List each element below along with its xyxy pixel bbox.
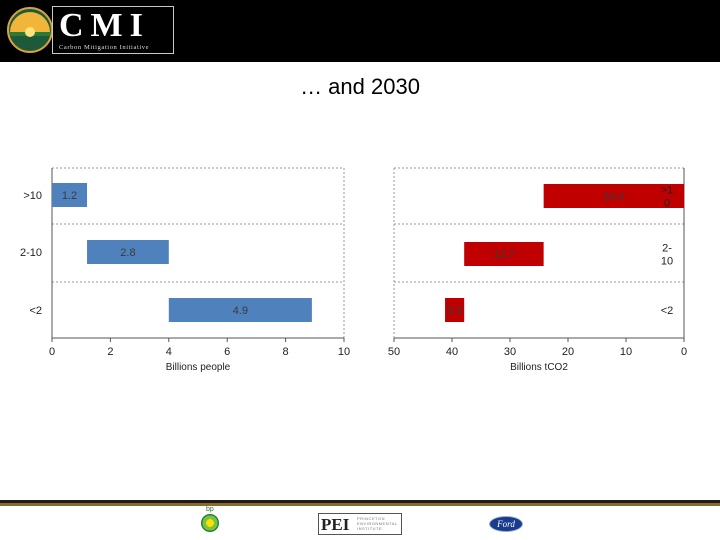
- pei-logo: PEI PRINCETON ENVIRONMENTAL INSTITUTE: [318, 513, 402, 535]
- bar-value-label: 13.7: [493, 249, 514, 261]
- logo-letters: CMI: [59, 7, 150, 44]
- bar-value-label: 2.8: [120, 247, 135, 259]
- x-tick-label: 4: [166, 346, 172, 358]
- pei-subtitle: PRINCETON ENVIRONMENTAL INSTITUTE: [357, 516, 398, 531]
- people-chart: 0 2 4 6 8 10 Billions people 4.9 <2 2.8 2-10 1.2 >10: [20, 167, 350, 373]
- bar-value-label: 24.2: [603, 191, 624, 203]
- category-label: >1: [661, 185, 674, 197]
- bar: [445, 298, 465, 322]
- category-label: >10: [23, 190, 42, 202]
- bar-value-label: 1.2: [62, 190, 77, 202]
- x-tick-label: 10: [620, 346, 632, 358]
- bar: [168, 298, 312, 322]
- x-tick-label: 0: [49, 346, 55, 358]
- footer-accent-line: [0, 503, 720, 506]
- category-label: 0: [664, 198, 670, 210]
- x-tick-label: 2: [107, 346, 113, 358]
- slide-title: … and 2030: [300, 74, 420, 99]
- category-label: <2: [661, 305, 674, 317]
- x-tick-label: 30: [504, 346, 516, 358]
- category-label: 10: [661, 256, 673, 268]
- bp-logo-icon: [201, 514, 219, 532]
- logo-subtitle: Carbon Mitigation Initiative: [59, 44, 150, 51]
- ford-logo: Ford: [489, 516, 523, 532]
- x-axis-title: Billions people: [166, 362, 231, 373]
- x-tick-label: 40: [446, 346, 458, 358]
- category-label: 2-: [662, 243, 672, 255]
- bar: [52, 183, 88, 207]
- x-tick-label: 8: [283, 346, 289, 358]
- pei-letters: PEI: [321, 515, 350, 534]
- footer: bp PEI PRINCETON ENVIRONMENTAL INSTITUTE…: [0, 500, 720, 540]
- bar-value-label: 3.3: [447, 305, 462, 317]
- bar-value-label: 4.9: [233, 305, 248, 317]
- x-tick-label: 20: [562, 346, 574, 358]
- bp-label: bp: [206, 506, 214, 513]
- x-tick-label: 10: [338, 346, 350, 358]
- category-label: 2-10: [20, 247, 42, 259]
- header-banner: CMI Carbon Mitigation Initiative: [0, 0, 720, 62]
- x-tick-label: 50: [388, 346, 400, 358]
- cmi-logo: CMI Carbon Mitigation Initiative: [52, 6, 174, 54]
- bar: [87, 240, 169, 264]
- footer-divider: [0, 500, 720, 503]
- x-axis-title: Billions tCO2: [510, 362, 568, 373]
- x-tick-label: 0: [681, 346, 687, 358]
- category-label: <2: [29, 305, 42, 317]
- x-tick-label: 6: [224, 346, 230, 358]
- bar: [543, 184, 684, 208]
- bar: [464, 242, 544, 266]
